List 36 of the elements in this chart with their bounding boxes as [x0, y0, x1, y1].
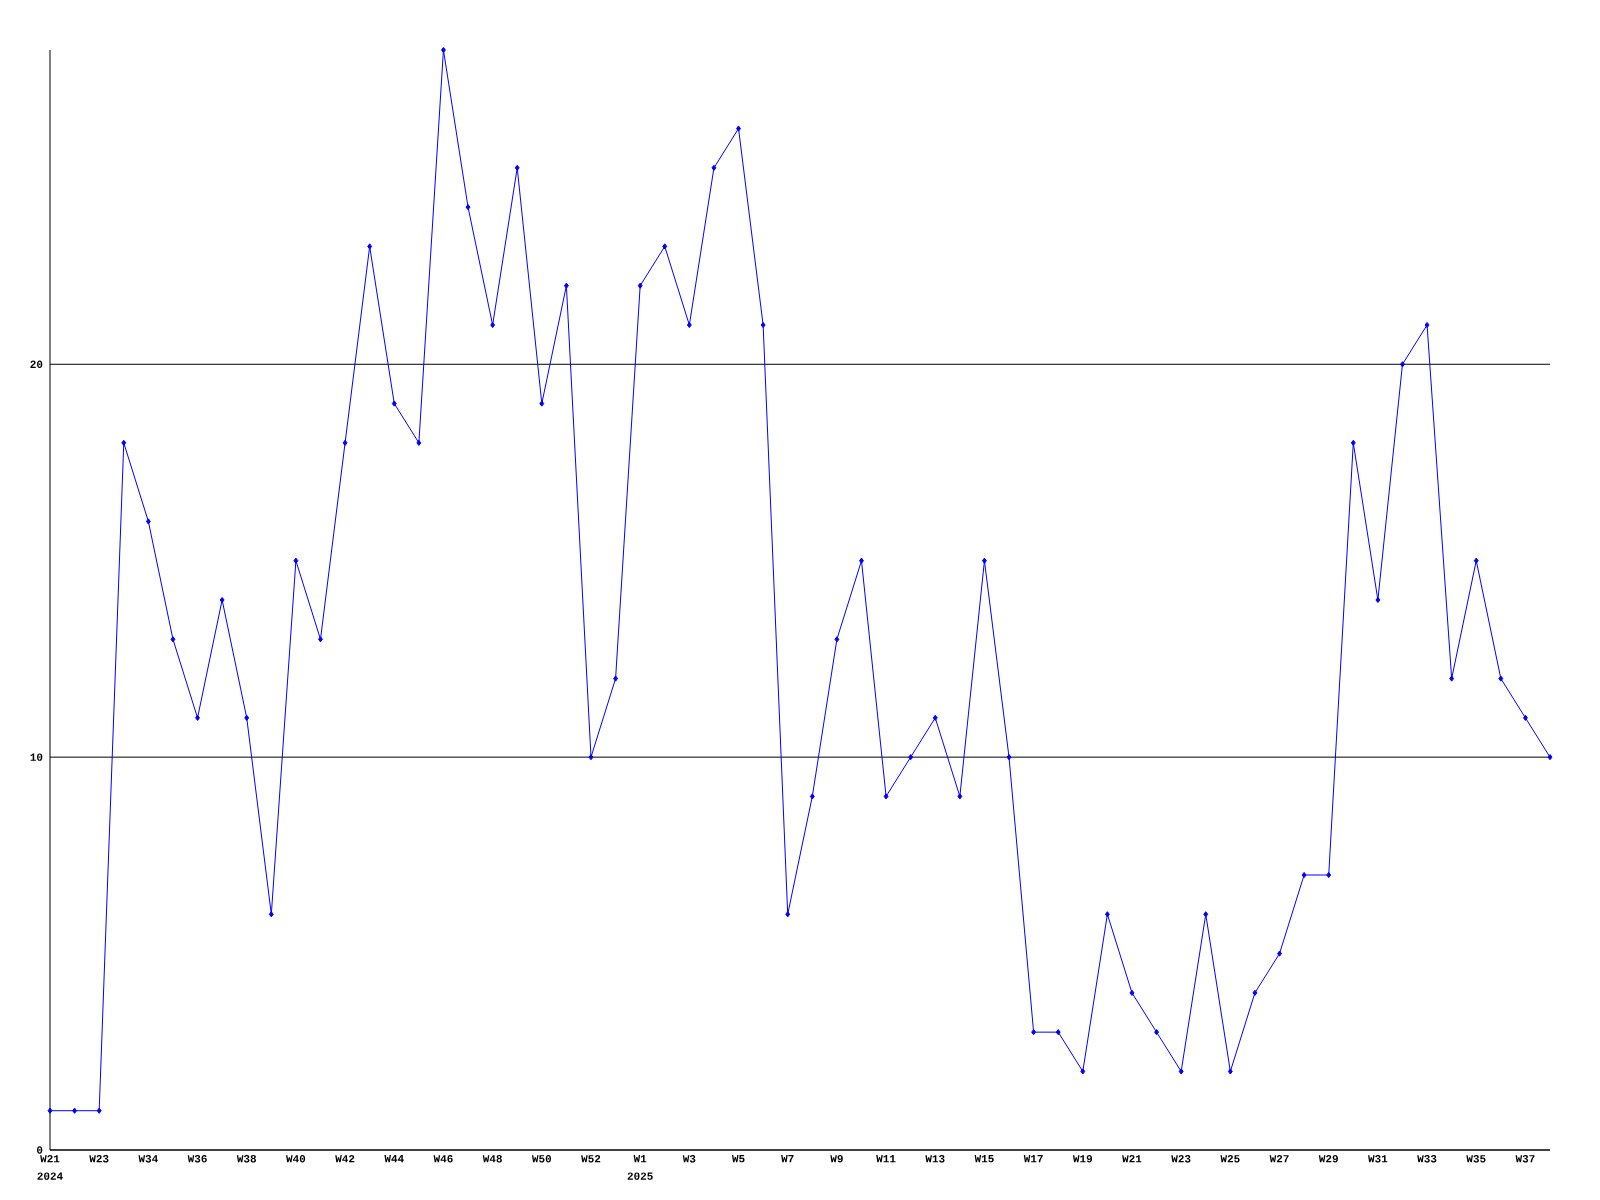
x-tick-label: W50	[531, 1155, 552, 1163]
x-tick-label: W11	[876, 1155, 896, 1163]
x-tick-label: W17	[1023, 1155, 1043, 1163]
x-tick-label: W35	[1466, 1155, 1486, 1163]
y-tick-label: 20	[30, 360, 43, 368]
x-tick-label: W44	[384, 1155, 404, 1163]
x-tick-label: W27	[1269, 1155, 1289, 1163]
x-tick-label: W29	[1318, 1155, 1338, 1163]
x-tick-label: W5	[731, 1155, 745, 1163]
x-tick-label: W37	[1515, 1155, 1535, 1163]
y-tick-label: 0	[37, 1146, 43, 1154]
x-tick-label: W42	[335, 1155, 355, 1163]
x-tick-label: W46	[433, 1155, 453, 1163]
x-tick-label: W25	[1220, 1155, 1240, 1163]
x-tick-label: W19	[1072, 1155, 1093, 1163]
x-tick-label: W1	[633, 1155, 647, 1163]
x-tick-label: W15	[974, 1155, 994, 1163]
x-tick-label: W33	[1417, 1155, 1437, 1163]
x-tick-label: W23	[1171, 1155, 1191, 1163]
x-tick-label: W31	[1368, 1155, 1388, 1163]
x-tick-label: W40	[286, 1155, 306, 1163]
x-tick-label: W34	[138, 1155, 158, 1163]
x-tick-label: W21	[40, 1155, 60, 1163]
x-tick-label: W23	[89, 1155, 109, 1163]
x-tick-label: W13	[925, 1155, 945, 1163]
x-tick-label: W48	[482, 1155, 502, 1163]
text: 2025	[627, 1172, 653, 1180]
x-tick-label: W36	[187, 1155, 207, 1163]
x-tick-label: W3	[682, 1155, 696, 1163]
x-tick-label: W7	[781, 1155, 794, 1163]
x-tick-label: W38	[236, 1155, 257, 1163]
x-tick-label: W9	[830, 1155, 843, 1163]
x-tick-label: W21	[1122, 1155, 1142, 1163]
text: 2024	[37, 1172, 63, 1180]
y-tick-label: 10	[30, 753, 43, 761]
x-tick-label: W52	[581, 1155, 601, 1163]
